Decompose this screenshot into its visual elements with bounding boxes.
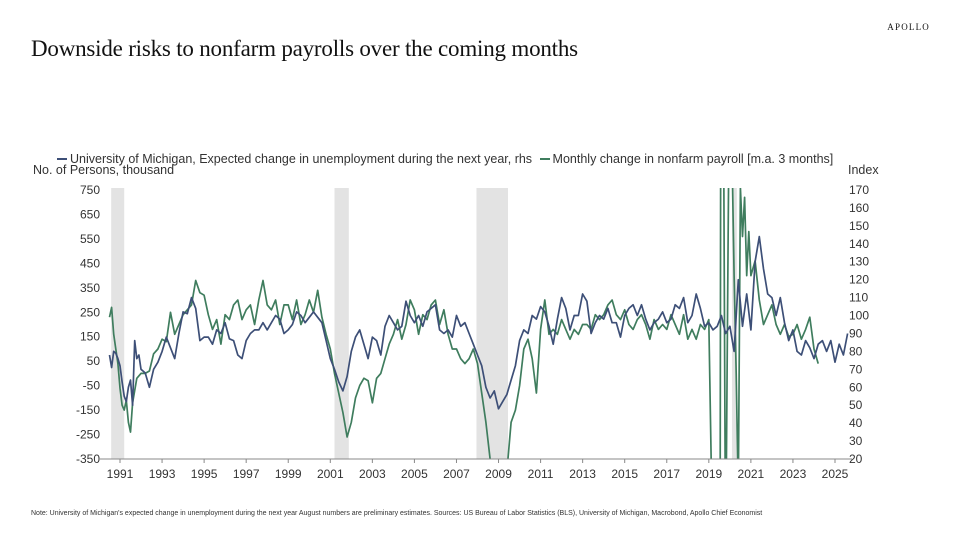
y-tick-right-label: 110 xyxy=(849,291,868,305)
y-tick-right-label: 120 xyxy=(849,273,869,287)
x-tick-label: 1991 xyxy=(107,467,134,481)
x-tick-label: 2005 xyxy=(401,467,428,481)
recession-band-1 xyxy=(334,188,349,459)
x-tick-label: 2015 xyxy=(611,467,638,481)
y-tick-left-label: -50 xyxy=(83,379,101,393)
x-tick-label: 1997 xyxy=(233,467,260,481)
y-tick-left-label: -350 xyxy=(76,452,100,466)
x-tick-label: 2017 xyxy=(653,467,680,481)
recession-band-2 xyxy=(476,188,508,459)
y-tick-left-label: 750 xyxy=(80,183,100,197)
x-tick-label: 2013 xyxy=(569,467,596,481)
payroll-line xyxy=(108,188,820,459)
x-tick-label: 2021 xyxy=(738,467,765,481)
y-tick-right-label: 130 xyxy=(849,255,869,269)
legend-swatch-michigan xyxy=(57,158,67,160)
y-ticks-left: 750 650 550 450 350 250 150 50 -50 -150 -250 -350 xyxy=(76,183,100,466)
x-tick-label: 2023 xyxy=(780,467,807,481)
y-tick-left-label: 50 xyxy=(87,354,101,368)
legend-label-payroll: Monthly change in nonfarm payroll [m.a. … xyxy=(552,152,834,166)
x-tick-label: 1993 xyxy=(149,467,176,481)
y-tick-right-label: 30 xyxy=(849,434,863,448)
footnote: Note: University of Michigan's expected … xyxy=(31,510,763,517)
y-tick-right-label: 60 xyxy=(849,380,863,394)
michigan-line xyxy=(108,235,849,410)
series-michigan xyxy=(108,235,849,410)
y-tick-right-label: 40 xyxy=(849,416,863,430)
chart-legend: University of Michigan, Expected change … xyxy=(57,149,837,166)
y-tick-right-label: 90 xyxy=(849,326,863,340)
x-ticks: 1991 1993 1995 1997 1999 2001 2003 2005 2007 2009… xyxy=(107,459,849,481)
y-tick-right-label: 160 xyxy=(849,201,869,215)
y-tick-right-label: 100 xyxy=(849,309,869,323)
x-tick-label: 2019 xyxy=(695,467,722,481)
brand-logo: APOLLO xyxy=(887,22,930,32)
y-tick-right-label: 50 xyxy=(849,398,863,412)
y-tick-right-label: 20 xyxy=(849,452,863,466)
y-tick-right-label: 170 xyxy=(849,183,869,197)
legend-label-michigan: University of Michigan, Expected change … xyxy=(70,152,533,166)
y-tick-right-label: 70 xyxy=(849,362,863,376)
x-tick-label: 1999 xyxy=(275,467,302,481)
legend-item-michigan: University of Michigan, Expected change … xyxy=(57,152,532,166)
y-tick-left-label: 550 xyxy=(80,232,100,246)
y-tick-right-label: 140 xyxy=(849,237,869,251)
y-axis-right-label: Index xyxy=(848,163,879,177)
y-tick-left-label: -150 xyxy=(76,403,100,417)
legend-item-payroll: Monthly change in nonfarm payroll [m.a. … xyxy=(539,152,834,166)
x-tick-label: 2009 xyxy=(485,467,512,481)
x-tick-label: 2003 xyxy=(359,467,386,481)
y-tick-left-label: -250 xyxy=(76,428,100,442)
y-tick-left-label: 450 xyxy=(80,256,100,270)
y-tick-left-label: 350 xyxy=(80,281,100,295)
chart-title: Downside risks to nonfarm payrolls over … xyxy=(31,36,578,61)
x-tick-label: 2025 xyxy=(822,467,849,481)
x-tick-label: 1995 xyxy=(191,467,218,481)
y-tick-right-label: 150 xyxy=(849,219,869,233)
y-tick-left-label: 150 xyxy=(80,330,100,344)
y-tick-left-label: 250 xyxy=(80,305,100,319)
x-tick-label: 2007 xyxy=(443,467,470,481)
y-tick-left-label: 650 xyxy=(80,207,100,221)
y-axis-left-label: No. of Persons, thousand xyxy=(33,163,175,177)
x-tick-label: 2011 xyxy=(528,467,554,481)
y-ticks-right: 170 160 150 140 130 120 110 100 90 80 70 60 50 40 30 20 xyxy=(849,183,869,466)
y-tick-right-label: 80 xyxy=(849,344,863,358)
legend-swatch-payroll xyxy=(539,158,550,160)
x-tick-label: 2001 xyxy=(317,467,344,481)
series-payroll xyxy=(108,188,820,459)
